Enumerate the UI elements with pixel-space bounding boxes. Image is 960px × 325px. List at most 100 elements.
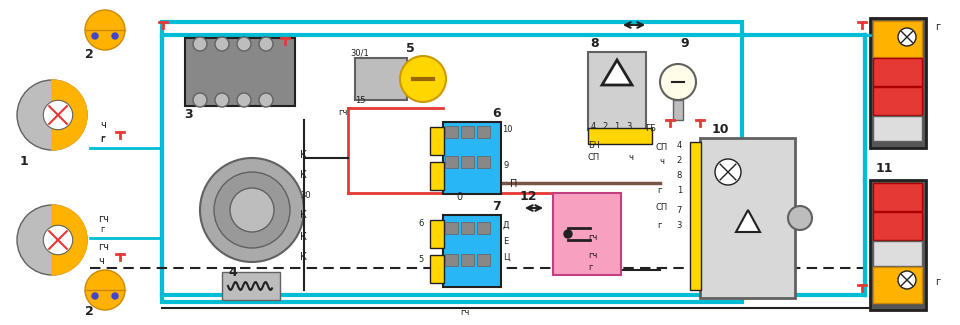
Text: СП: СП — [588, 153, 600, 162]
Bar — [477, 222, 490, 234]
Text: ч: ч — [659, 157, 664, 166]
Polygon shape — [602, 60, 632, 85]
Text: К: К — [300, 170, 307, 180]
Text: г: г — [935, 22, 940, 32]
Bar — [461, 126, 474, 138]
Text: 3: 3 — [626, 122, 632, 131]
Text: К: К — [300, 252, 307, 262]
Bar — [430, 162, 444, 190]
Bar — [461, 254, 474, 266]
Text: 10: 10 — [712, 123, 730, 136]
Bar — [222, 272, 280, 300]
Text: 1: 1 — [614, 122, 619, 131]
Wedge shape — [52, 80, 87, 150]
Bar — [185, 38, 295, 106]
Circle shape — [215, 37, 229, 51]
Text: гч: гч — [588, 233, 597, 242]
Wedge shape — [52, 205, 87, 275]
Circle shape — [259, 37, 273, 51]
Text: 30/1: 30/1 — [350, 49, 369, 58]
Circle shape — [112, 33, 118, 39]
Text: 4: 4 — [677, 141, 682, 150]
Bar — [553, 193, 621, 275]
Text: 6: 6 — [418, 219, 423, 228]
Circle shape — [200, 158, 304, 262]
Text: гч: гч — [98, 214, 108, 224]
Text: К: К — [300, 150, 307, 160]
Circle shape — [259, 93, 273, 107]
Text: 1: 1 — [20, 155, 29, 168]
Bar — [477, 156, 490, 168]
Text: 1: 1 — [677, 186, 682, 195]
Polygon shape — [736, 210, 760, 232]
Bar — [461, 222, 474, 234]
Text: 9: 9 — [680, 37, 688, 50]
Bar — [873, 116, 922, 141]
Bar — [461, 156, 474, 168]
Text: г: г — [100, 225, 105, 234]
Bar — [445, 254, 458, 266]
Bar — [873, 212, 922, 240]
Circle shape — [400, 56, 446, 102]
Bar — [443, 215, 501, 287]
Text: К: К — [300, 232, 307, 242]
Circle shape — [193, 37, 207, 51]
Text: гч: гч — [588, 251, 597, 260]
Bar — [445, 156, 458, 168]
Circle shape — [43, 225, 73, 255]
Text: 8: 8 — [590, 37, 599, 50]
Text: 4: 4 — [590, 122, 595, 131]
Text: Е: Е — [503, 237, 508, 246]
Bar — [355, 58, 407, 100]
Text: 11: 11 — [876, 162, 894, 175]
Text: ГБ: ГБ — [645, 124, 656, 133]
Bar — [870, 180, 926, 310]
Text: 15: 15 — [355, 96, 366, 105]
Bar — [873, 267, 922, 303]
Text: г: г — [935, 277, 940, 287]
Text: П: П — [510, 179, 517, 189]
Text: г: г — [588, 263, 592, 272]
Text: 2: 2 — [602, 122, 608, 131]
Circle shape — [564, 230, 572, 238]
Text: 2: 2 — [85, 48, 94, 61]
Text: СП: СП — [655, 143, 667, 152]
Bar — [162, 22, 742, 302]
Bar — [477, 126, 490, 138]
Text: 3: 3 — [677, 221, 682, 230]
Text: 6: 6 — [492, 107, 500, 120]
Text: 8: 8 — [677, 171, 682, 180]
Circle shape — [112, 293, 118, 299]
Text: г: г — [100, 134, 106, 144]
Text: 9: 9 — [504, 161, 509, 170]
Circle shape — [17, 205, 87, 275]
Bar — [588, 128, 652, 144]
Circle shape — [92, 33, 98, 39]
Text: 2: 2 — [677, 156, 682, 165]
Text: 7: 7 — [677, 206, 682, 215]
Text: 4: 4 — [228, 266, 237, 279]
Bar — [443, 122, 501, 194]
Circle shape — [85, 10, 125, 50]
Text: ч: ч — [628, 153, 633, 162]
Circle shape — [898, 271, 916, 289]
Bar — [445, 222, 458, 234]
Text: 12: 12 — [520, 190, 538, 203]
Text: г: г — [100, 135, 105, 144]
Text: г: г — [657, 221, 661, 230]
Circle shape — [715, 159, 741, 185]
Text: БЧ: БЧ — [588, 141, 600, 150]
Circle shape — [43, 100, 73, 130]
Text: 30: 30 — [300, 191, 311, 200]
Text: Д: Д — [503, 221, 510, 230]
Bar — [873, 58, 922, 86]
Bar — [873, 21, 922, 57]
Text: 10: 10 — [502, 125, 513, 134]
Bar — [445, 126, 458, 138]
Text: ч: ч — [100, 120, 106, 130]
Text: гч: гч — [338, 108, 348, 117]
Circle shape — [230, 188, 274, 232]
Circle shape — [237, 37, 251, 51]
Text: 7: 7 — [492, 200, 501, 213]
Text: 3: 3 — [184, 108, 193, 121]
